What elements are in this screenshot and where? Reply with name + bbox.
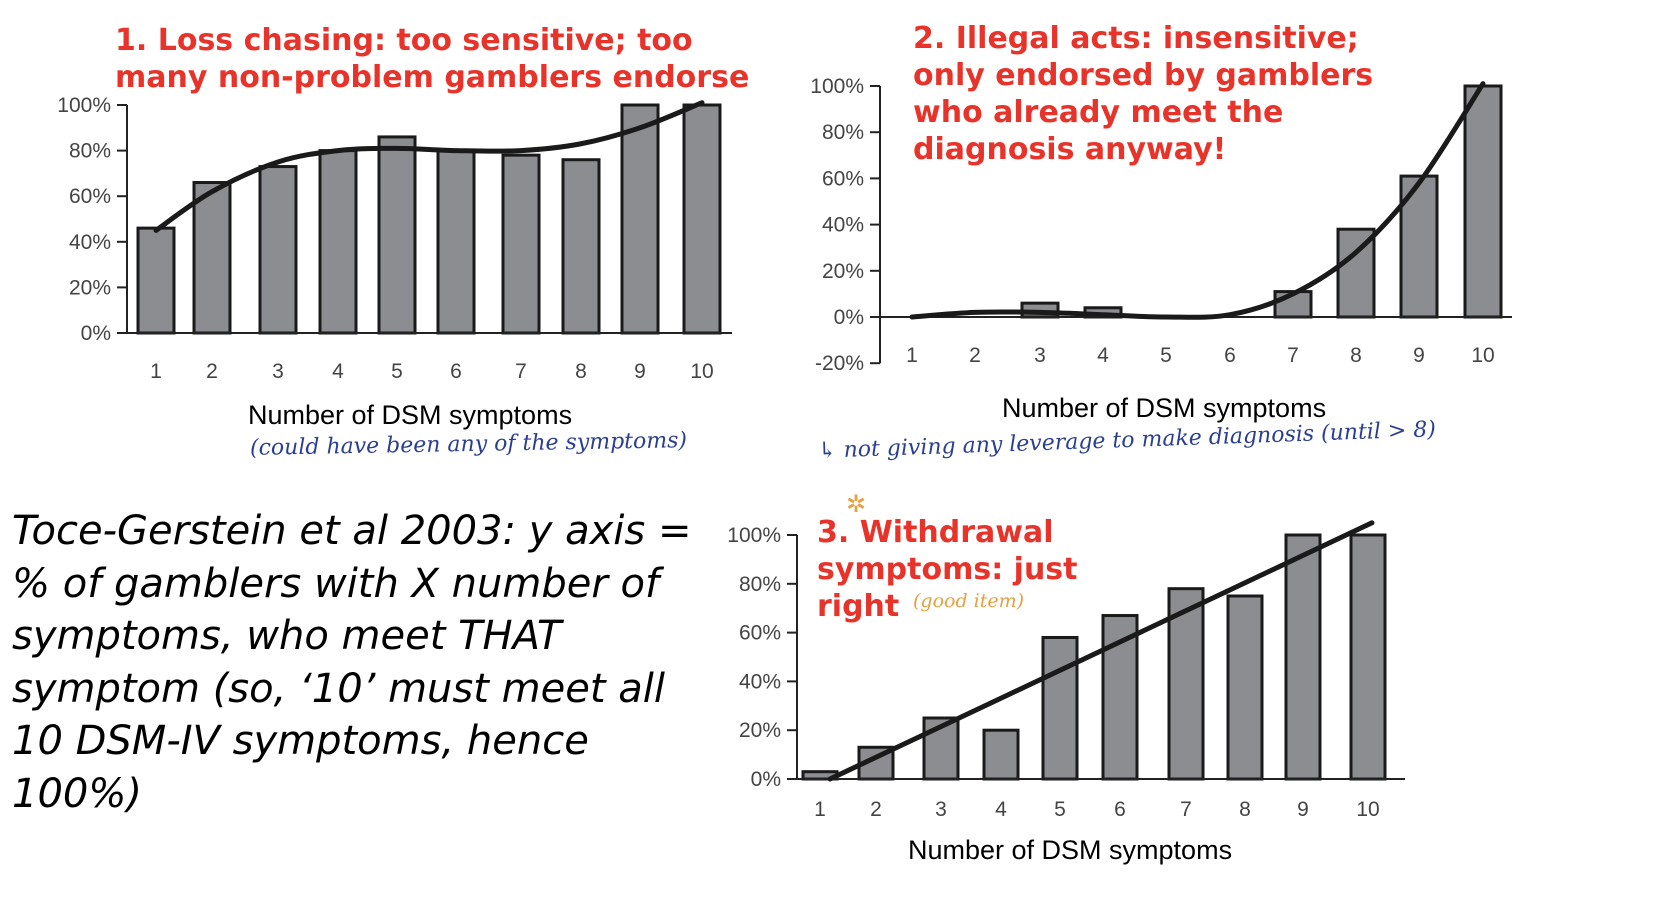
- x-tick-label: 8: [575, 360, 587, 383]
- chart1-xlabel: Number of DSM symptoms: [248, 400, 573, 430]
- y-tick-label: 0%: [751, 768, 781, 791]
- bar: [982, 728, 1020, 781]
- x-tick-label: 1: [150, 360, 162, 383]
- x-tick-label: 1: [814, 798, 826, 821]
- y-tick-label: 80%: [69, 140, 111, 163]
- bar: [1284, 533, 1322, 781]
- x-tick-label: 8: [1239, 798, 1251, 821]
- x-tick-label: 2: [870, 798, 882, 821]
- y-tick-label: 100%: [810, 75, 864, 98]
- x-tick-label: 4: [995, 798, 1007, 821]
- x-tick-label: 3: [1034, 344, 1046, 367]
- x-tick-label: 7: [1287, 344, 1299, 367]
- chart-3: 0% 20% 40% 60% 80% 100% 1 2 3 4 5 6 7 8 9 10: [727, 520, 1405, 821]
- bar: [682, 103, 722, 335]
- explanation-text: Toce-Gerstein et al 2003: y axis = % of …: [12, 508, 692, 817]
- bar: [1349, 533, 1387, 781]
- y-tick-label: 100%: [57, 94, 111, 117]
- x-tick-label: 8: [1350, 344, 1362, 367]
- x-tick-label: 5: [1160, 344, 1172, 367]
- y-tick-label: 0%: [834, 306, 864, 329]
- x-tick-label: 10: [1356, 798, 1379, 821]
- bar: [561, 158, 601, 335]
- bar: [436, 149, 476, 335]
- y-tick-label: 40%: [69, 231, 111, 254]
- chart2-xlabel: Number of DSM symptoms: [1002, 393, 1327, 423]
- bar: [1463, 84, 1503, 319]
- bar: [501, 153, 541, 335]
- x-tick-label: 1: [906, 344, 918, 367]
- x-tick-label: 5: [1054, 798, 1066, 821]
- x-tick-label: 10: [690, 360, 713, 383]
- y-tick-label: 0%: [81, 322, 111, 345]
- y-tick-label: 20%: [69, 276, 111, 299]
- chart-2: -20% 0% 20% 40% 60% 80% 100% 1 2 3 4 5 6 7 8 9 10: [810, 75, 1512, 375]
- x-tick-label: 7: [515, 360, 527, 383]
- x-tick-label: 6: [450, 360, 462, 383]
- chart2-title: 2. Illegal acts: insensitive; only endor…: [913, 21, 1374, 167]
- x-tick-label: 10: [1471, 344, 1494, 367]
- x-tick-label: 4: [1097, 344, 1109, 367]
- y-tick-label: 20%: [739, 719, 781, 742]
- star-doodle-icon: ✲: [846, 490, 867, 518]
- y-tick-label: 60%: [822, 167, 864, 190]
- bar: [1226, 594, 1264, 781]
- x-tick-label: 9: [1413, 344, 1425, 367]
- chart3-handwritten-note: (good item): [913, 590, 1025, 612]
- y-tick-label: -20%: [815, 352, 864, 375]
- x-tick-label: 5: [391, 360, 403, 383]
- trend-line: [909, 81, 1486, 320]
- x-tick-label: 2: [969, 344, 981, 367]
- y-tick-label: 60%: [739, 622, 781, 645]
- x-tick-label: 9: [634, 360, 646, 383]
- bar: [258, 165, 298, 335]
- bar: [192, 181, 232, 335]
- trend-line: [827, 520, 1375, 782]
- x-tick-label: 6: [1114, 798, 1126, 821]
- x-tick-label: 9: [1297, 798, 1309, 821]
- bar: [377, 135, 417, 335]
- x-tick-label: 4: [332, 360, 344, 383]
- x-tick-label: 2: [206, 360, 218, 383]
- bar: [318, 149, 358, 335]
- y-tick-label: 40%: [739, 670, 781, 693]
- chart3-title: 3. Withdrawal symptoms: just right: [817, 515, 1078, 624]
- bar: [1167, 587, 1205, 781]
- bar: [1041, 635, 1079, 781]
- bar: [620, 103, 660, 335]
- x-tick-label: 7: [1180, 798, 1192, 821]
- y-tick-label: 100%: [727, 524, 781, 547]
- x-tick-label: 3: [272, 360, 284, 383]
- trend-line: [153, 100, 705, 233]
- chart-1: 0% 20% 40% 60% 80% 100% 1 2 3 4 5 6 7 8 9 10: [57, 94, 732, 383]
- x-tick-label: 3: [935, 798, 947, 821]
- y-tick-label: 40%: [822, 214, 864, 237]
- y-tick-label: 60%: [69, 185, 111, 208]
- y-tick-label: 80%: [822, 121, 864, 144]
- y-tick-label: 80%: [739, 573, 781, 596]
- x-tick-label: 6: [1224, 344, 1236, 367]
- chart1-title: 1. Loss chasing: too sensitive; too many…: [115, 23, 750, 95]
- chart3-xlabel: Number of DSM symptoms: [908, 835, 1233, 865]
- y-tick-label: 20%: [822, 260, 864, 283]
- bar: [136, 226, 176, 335]
